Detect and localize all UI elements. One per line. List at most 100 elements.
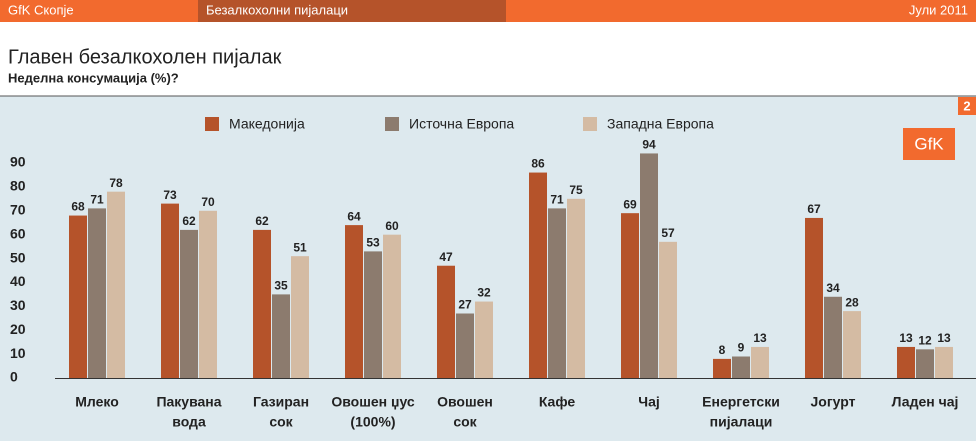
x-tick-label: Ладен чај [892,394,959,410]
bar [88,208,106,378]
value-label: 62 [182,214,196,228]
x-tick-label: сок [269,414,293,430]
bar [161,203,179,378]
bar [713,358,731,378]
value-label: 35 [274,279,288,293]
value-label: 71 [550,193,564,207]
value-label: 60 [385,219,399,233]
bar [751,346,769,378]
y-tick-label: 80 [10,178,26,194]
value-label: 13 [937,331,951,345]
value-label: 53 [366,236,380,250]
value-label: 47 [439,250,453,264]
value-label: 8 [719,343,726,357]
chart-subtitle: Неделна консумација (%)? [8,70,179,85]
value-label: 75 [569,183,583,197]
x-tick-label: Чај [638,394,660,410]
value-label: 62 [255,214,269,228]
value-label: 94 [642,138,656,152]
header-right: Јули 2011 [909,2,968,17]
bar [291,256,309,378]
bar [621,213,639,378]
x-tick-label: вода [172,414,206,430]
header-left: GfK Скопје [8,2,74,17]
y-tick-label: 10 [10,345,26,361]
legend-label: Источна Европа [409,116,514,132]
top-bar-section [198,0,506,22]
bar [364,251,382,378]
bar [567,198,585,378]
y-tick-label: 90 [10,154,26,170]
legend-swatch [385,117,399,131]
y-tick-label: 30 [10,297,26,313]
y-tick-label: 20 [10,321,26,337]
chart-title: Главен безалкохолен пијалак [8,46,282,68]
bar [383,234,401,378]
x-tick-label: сок [453,414,477,430]
bar [732,356,750,378]
x-tick-label: Јогурт [811,394,856,410]
value-label: 13 [899,331,913,345]
bar [659,241,677,378]
logo: GfK [914,134,944,153]
value-label: 78 [109,176,123,190]
value-label: 71 [90,193,104,207]
bar [529,172,547,378]
bar [345,225,363,378]
bar [199,210,217,378]
value-label: 86 [531,157,545,171]
bar [548,208,566,378]
logo-box [903,128,955,160]
bar [935,346,953,378]
legend-swatch [205,117,219,131]
x-tick-label: Овошен џус [331,394,415,410]
bar [107,191,125,378]
y-tick-label: 0 [10,369,18,385]
value-label: 28 [845,295,859,309]
x-tick-label: пијалаци [710,414,773,430]
y-tick-label: 70 [10,201,26,217]
value-label: 68 [71,200,85,214]
x-tick-label: (100%) [350,414,395,430]
value-label: 12 [918,334,932,348]
bar [843,311,861,378]
bar [437,265,455,378]
x-tick-label: Газиран [253,394,309,410]
value-label: 69 [623,197,637,211]
bar [897,346,915,378]
y-tick-label: 50 [10,249,26,265]
bar [180,229,198,378]
y-tick-label: 40 [10,273,26,289]
value-label: 73 [163,188,177,202]
bar [253,229,271,378]
value-label: 64 [347,209,361,223]
value-label: 9 [738,341,745,355]
bar [456,313,474,378]
panel [0,96,976,441]
bar [69,215,87,378]
page-number: 2 [963,98,970,113]
value-label: 34 [826,281,840,295]
bar [272,294,290,378]
x-tick-label: Кафе [539,394,576,410]
bar [916,349,934,378]
legend-swatch [583,117,597,131]
x-tick-label: Млеко [75,394,119,410]
legend-label: Македонија [229,116,305,132]
value-label: 57 [661,226,675,240]
bar [824,296,842,378]
bar [805,217,823,378]
x-tick-label: Енергетски [702,394,780,410]
value-label: 67 [807,202,821,216]
page-box [958,97,976,115]
value-label: 13 [753,331,767,345]
bar [475,301,493,378]
x-tick-label: Овошен [437,394,493,410]
header-center: Безалкохолни пијалаци [206,2,348,17]
value-label: 27 [458,298,472,312]
y-tick-label: 60 [10,225,26,241]
value-label: 51 [293,240,307,254]
legend-label: Западна Европа [607,116,714,132]
x-tick-label: Пакувана [156,394,221,410]
